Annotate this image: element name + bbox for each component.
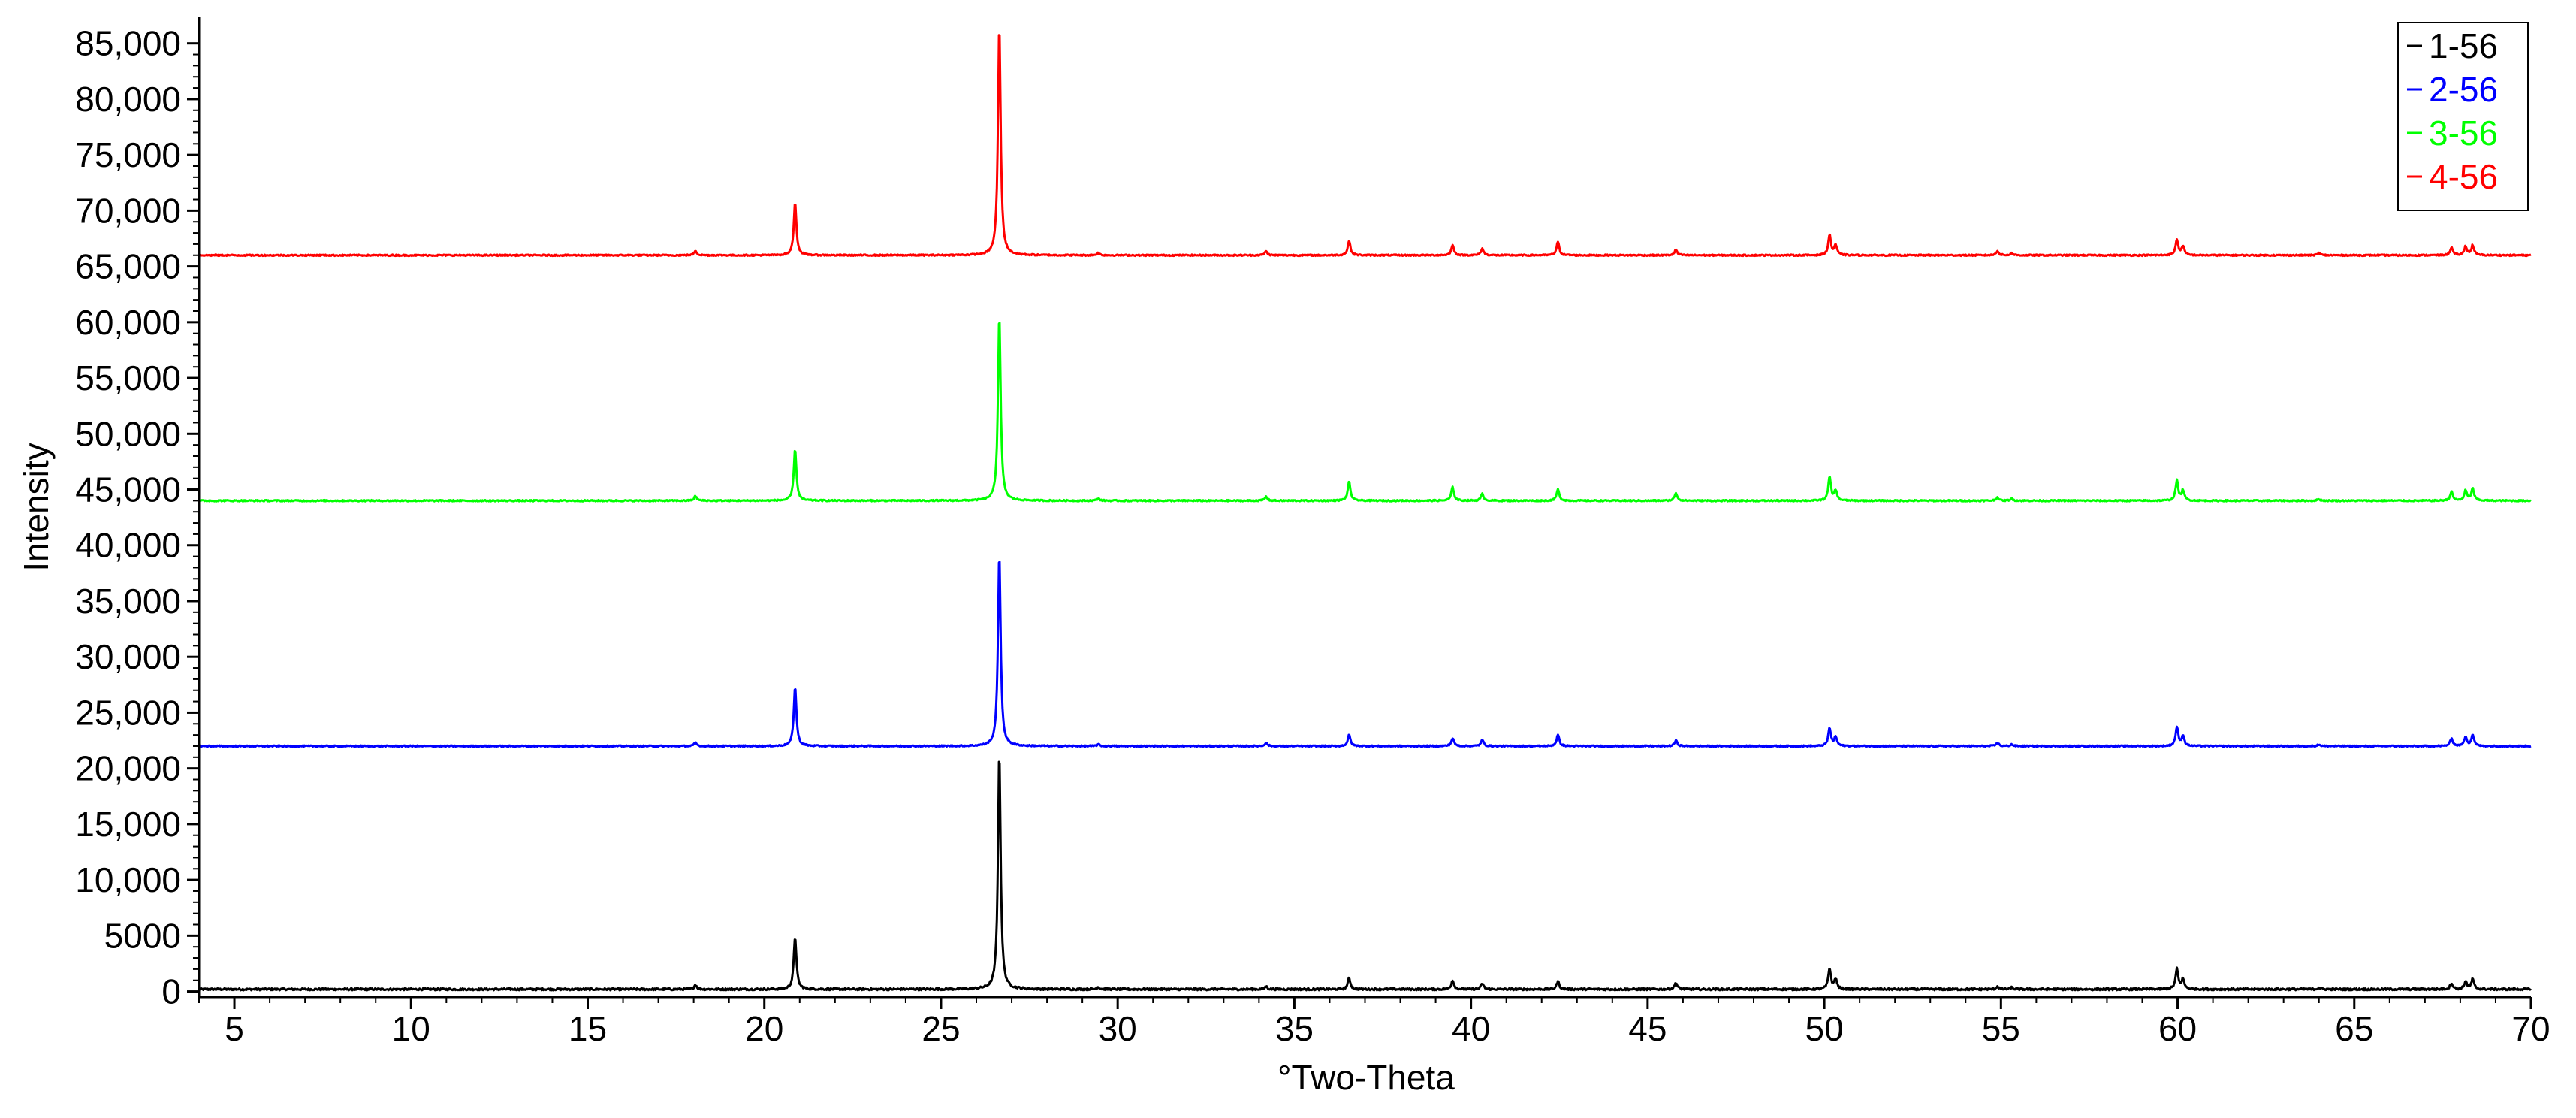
y-tick-label: 25,000 [75, 693, 181, 732]
x-tick-label: 15 [569, 1009, 607, 1048]
x-tick-label: 70 [2511, 1009, 2550, 1048]
series-1-56 [198, 760, 2532, 992]
x-tick-label: 45 [1628, 1009, 1667, 1048]
y-tick-label: 0 [161, 972, 181, 1011]
x-tick-label: 20 [745, 1009, 783, 1048]
legend-label: 2-56 [2429, 70, 2498, 109]
axes-layer [198, 17, 2531, 999]
series-2-56 [198, 561, 2532, 748]
legend-label: 1-56 [2429, 26, 2498, 65]
y-tick-label: 75,000 [75, 135, 181, 174]
x-tick-label: 65 [2335, 1009, 2373, 1048]
y-tick-label: 55,000 [75, 358, 181, 397]
y-axis-label: Intensity [17, 443, 56, 571]
y-tick-label: 5000 [104, 916, 181, 955]
y-tick-label: 40,000 [75, 526, 181, 565]
x-tick-label: 5 [225, 1009, 244, 1048]
y-tick-label: 65,000 [75, 247, 181, 286]
x-tick-label: 25 [922, 1009, 960, 1048]
y-tick-label: 45,000 [75, 470, 181, 509]
series-3-56 [198, 322, 2532, 503]
x-tick-label: 50 [1805, 1009, 1844, 1048]
y-tick-label: 80,000 [75, 80, 181, 119]
y-tick-label: 15,000 [75, 805, 181, 844]
y-tick-label: 20,000 [75, 749, 181, 788]
legend-label: 4-56 [2429, 157, 2498, 196]
y-tick-label: 10,000 [75, 860, 181, 899]
x-tick-label: 30 [1099, 1009, 1137, 1048]
y-tick-label: 85,000 [75, 24, 181, 63]
y-tick-label: 50,000 [75, 414, 181, 453]
x-tick-label: 10 [392, 1009, 430, 1048]
x-axis-label: °Two-Theta [1277, 1058, 1455, 1097]
x-tick-label: 35 [1275, 1009, 1314, 1048]
series-layer [198, 34, 2532, 992]
legend: 1-56 2-56 3-56 4-56 [2397, 22, 2529, 211]
x-tick-label: 40 [1452, 1009, 1490, 1048]
legend-box [2397, 22, 2529, 211]
x-tick-label: 55 [1982, 1009, 2020, 1048]
y-tick-label: 70,000 [75, 191, 181, 230]
x-tick-label: 60 [2158, 1009, 2197, 1048]
y-tick-label: 35,000 [75, 582, 181, 621]
legend-label: 3-56 [2429, 113, 2498, 153]
y-tick-label: 30,000 [75, 637, 181, 676]
series-4-56 [198, 34, 2532, 258]
y-tick-label: 60,000 [75, 303, 181, 342]
y-axis-ticks: 0 5000 10,000 15,000 20,000 25,000 30,000 35,00… [75, 24, 199, 1011]
x-axis-ticks: 5 10 15 20 25 30 35 40 45 50 55 60 65 70 [198, 997, 2550, 1048]
